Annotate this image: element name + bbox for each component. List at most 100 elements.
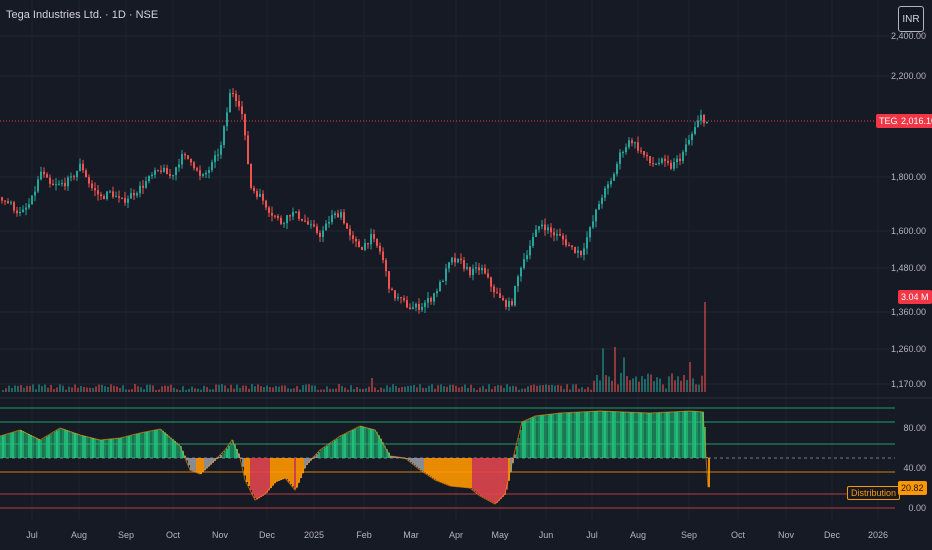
candle-body — [220, 145, 222, 155]
currency-button[interactable]: INR — [898, 6, 924, 32]
volume-bar — [248, 388, 250, 392]
indicator-column — [558, 413, 560, 458]
indicator-column — [164, 432, 166, 458]
indicator-column — [322, 448, 324, 458]
volume-bar — [419, 384, 421, 392]
time-label: Jul — [586, 530, 598, 540]
indicator-column — [642, 412, 644, 458]
volume-bar — [17, 385, 19, 392]
indicator-column — [220, 455, 222, 458]
candle-body — [670, 162, 672, 169]
indicator-column — [354, 429, 356, 458]
chart-title: Tega Industries Ltd. · 1D · NSE — [6, 9, 159, 21]
indicator-column — [372, 429, 374, 458]
indicator-column — [260, 458, 262, 497]
volume-bar — [395, 386, 397, 392]
candle-body — [358, 241, 360, 248]
indicator-column — [2, 435, 4, 458]
candle-body — [31, 195, 33, 205]
indicator-column — [586, 411, 588, 458]
indicator-column — [694, 411, 696, 458]
indicator-column — [478, 458, 480, 495]
candle-body — [634, 142, 636, 144]
volume-bar — [350, 385, 352, 392]
time-label: Apr — [448, 530, 464, 540]
indicator-column — [144, 432, 146, 458]
volume-bar — [332, 388, 334, 392]
volume-bar — [134, 384, 136, 392]
indicator-column — [74, 432, 76, 458]
volume-bar — [149, 384, 151, 392]
indicator-column — [564, 412, 566, 458]
candle-body — [16, 210, 18, 214]
candle-body — [406, 300, 408, 308]
candle-body — [262, 193, 264, 201]
indicator-column — [82, 435, 84, 458]
price-label-top: 2,400.00 — [890, 31, 926, 41]
indicator-column — [332, 441, 334, 458]
volume-bar — [32, 384, 34, 392]
candle-body — [595, 209, 597, 222]
candle-body — [451, 257, 453, 263]
candle-body — [328, 222, 330, 224]
candle-body — [37, 179, 39, 192]
indicator-column — [114, 438, 116, 458]
candle-body — [67, 177, 69, 187]
indicator-column — [560, 413, 562, 458]
volume-bar — [527, 386, 529, 392]
candle-body — [364, 243, 366, 250]
indicator-column — [672, 411, 674, 458]
volume-bar — [590, 389, 592, 392]
candle-body — [58, 183, 60, 185]
volume-bar — [467, 387, 469, 392]
volume-bar — [533, 384, 535, 392]
candle-body — [91, 183, 93, 189]
candle-body — [139, 185, 141, 194]
volume-bar — [128, 389, 130, 392]
volume-bar — [305, 384, 307, 392]
volume-bar — [434, 388, 436, 392]
volume-bar — [182, 386, 184, 392]
volume-bar — [326, 386, 328, 392]
candle-body — [427, 298, 429, 303]
indicator-column — [60, 428, 62, 458]
candle-body — [511, 301, 513, 306]
indicator-column — [384, 445, 386, 458]
candle-body — [685, 144, 687, 152]
indicator-column — [680, 411, 682, 458]
candle-body — [235, 93, 237, 101]
candle-body — [196, 168, 198, 171]
volume-bar — [245, 385, 247, 392]
candle-body — [403, 298, 405, 301]
indicator-column — [202, 458, 204, 473]
indicator-column — [606, 411, 608, 458]
volume-bar — [611, 380, 613, 392]
volume-bar — [107, 386, 109, 392]
volume-bar — [674, 380, 676, 392]
volume-bar — [665, 388, 667, 392]
indicator-column — [222, 453, 224, 458]
indicator-column — [210, 458, 212, 465]
indicator-column — [552, 413, 554, 458]
indicator-column — [584, 411, 586, 458]
indicator-column — [318, 452, 320, 458]
candle-body — [553, 232, 555, 236]
indicator-column — [408, 458, 410, 461]
candle-body — [256, 191, 258, 197]
indicator-column — [30, 435, 32, 458]
candle-body — [298, 211, 300, 219]
volume-bar — [56, 387, 58, 392]
indicator-column — [272, 458, 274, 486]
indicator-column — [476, 458, 478, 493]
volume-bar — [641, 376, 643, 392]
candle-body — [148, 176, 150, 182]
candle-body — [445, 268, 447, 281]
time-label: Nov — [211, 530, 229, 540]
candle-body — [316, 226, 318, 233]
candle-body — [574, 246, 576, 253]
volume-bar — [167, 385, 169, 392]
candle-body — [19, 211, 21, 214]
indicator-column — [594, 411, 596, 458]
indicator-column — [68, 430, 70, 458]
